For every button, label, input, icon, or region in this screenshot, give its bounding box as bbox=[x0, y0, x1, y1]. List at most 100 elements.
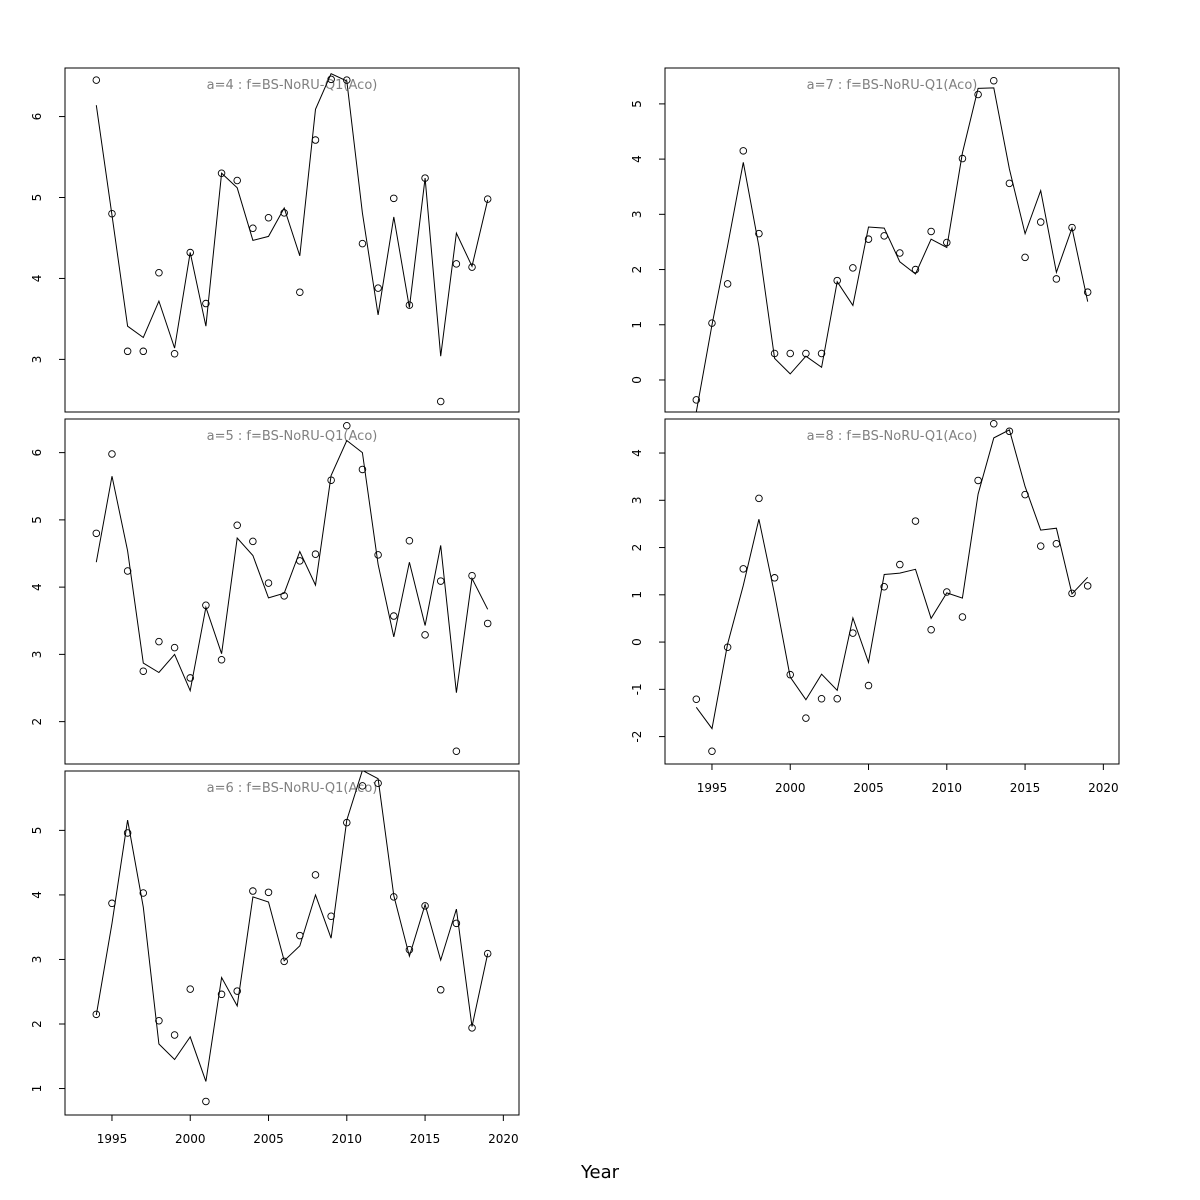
observed-point-a4 bbox=[139, 347, 148, 356]
observed-point-a8 bbox=[1021, 490, 1029, 499]
observed-point-a5 bbox=[202, 601, 210, 610]
observed-point-a7 bbox=[864, 235, 873, 243]
observed-point-a4 bbox=[233, 176, 241, 185]
observed-point-a6 bbox=[468, 1024, 476, 1032]
observed-point-a7 bbox=[739, 147, 748, 155]
observed-point-a8 bbox=[1083, 582, 1092, 590]
y-tick-label-a5: 2 bbox=[30, 718, 44, 726]
observed-point-a5 bbox=[264, 579, 273, 587]
panel-title-a6: a=6 : f=BS-NoRU-Q1(Aco) bbox=[207, 781, 378, 796]
y-tick-label-a4: 3 bbox=[30, 356, 44, 364]
y-tick-label-a8: -2 bbox=[630, 731, 644, 743]
observed-point-a4 bbox=[202, 299, 210, 308]
y-tick-label-a6: 3 bbox=[30, 956, 44, 964]
x-tick-label-a8: 2010 bbox=[932, 781, 963, 795]
observed-point-a7 bbox=[880, 232, 888, 240]
observed-point-a7 bbox=[708, 319, 716, 327]
panel-title-a7: a=7 : f=BS-NoRU-Q1(Aco) bbox=[807, 78, 978, 93]
x-tick-label-a6: 2010 bbox=[332, 1132, 363, 1146]
observed-point-a5 bbox=[217, 656, 226, 664]
observed-point-a8 bbox=[1068, 589, 1076, 598]
observed-point-a8 bbox=[849, 629, 857, 637]
y-tick-label-a6: 5 bbox=[30, 827, 44, 835]
observed-point-a8 bbox=[1005, 427, 1014, 436]
panel-data-a5 bbox=[92, 421, 492, 755]
observed-point-a6 bbox=[280, 957, 288, 966]
panel-a6: a=6 : f=BS-NoRU-Q1(Aco) 1 2 3 4 5 1995 2000 2005… bbox=[30, 770, 520, 1146]
x-tick-label-a8: 1995 bbox=[697, 781, 728, 795]
observed-point-a6 bbox=[123, 829, 132, 837]
observed-point-a7 bbox=[1068, 223, 1076, 232]
x-tick-label-a8: 2005 bbox=[853, 781, 884, 795]
y-tick-label-a5: 5 bbox=[30, 516, 44, 524]
y-tick-label-a5: 6 bbox=[30, 449, 44, 457]
observed-point-a4 bbox=[280, 209, 288, 217]
observed-point-a7 bbox=[786, 349, 794, 358]
observed-point-a6 bbox=[405, 946, 414, 954]
observed-point-a6 bbox=[202, 1097, 210, 1106]
observed-point-a8 bbox=[802, 714, 810, 722]
observed-point-a5 bbox=[280, 592, 288, 600]
y-tick-label-a7: 2 bbox=[630, 266, 644, 274]
observed-point-a7 bbox=[849, 264, 857, 272]
observed-point-a8 bbox=[817, 695, 826, 703]
observed-point-a5 bbox=[92, 529, 101, 538]
x-tick-label-a8: 2020 bbox=[1088, 781, 1119, 795]
observed-point-a4 bbox=[92, 76, 101, 84]
observed-point-a4 bbox=[311, 136, 320, 144]
panel-data-a7 bbox=[692, 76, 1092, 412]
observed-point-a7 bbox=[1036, 218, 1045, 226]
observed-point-a6 bbox=[233, 987, 241, 995]
observed-point-a6 bbox=[436, 986, 445, 994]
observed-point-a7 bbox=[927, 227, 935, 236]
panel-data-a4 bbox=[92, 73, 492, 406]
observed-point-a6 bbox=[170, 1031, 179, 1039]
x-tick-label-a6: 2005 bbox=[253, 1132, 284, 1146]
y-tick-label-a7: 5 bbox=[630, 100, 644, 108]
fitted-line-a8 bbox=[695, 429, 1089, 730]
observed-point-a7 bbox=[802, 349, 810, 358]
observed-point-a7 bbox=[896, 249, 904, 257]
observed-point-a6 bbox=[92, 1010, 101, 1019]
panel-frame-a5 bbox=[64, 418, 520, 765]
observed-point-a5 bbox=[483, 619, 492, 628]
observed-point-a5 bbox=[390, 612, 398, 620]
observed-point-a6 bbox=[296, 931, 304, 940]
observed-point-a4 bbox=[170, 349, 179, 358]
observed-point-a8 bbox=[692, 695, 701, 704]
observed-point-a7 bbox=[974, 90, 982, 99]
observed-point-a5 bbox=[155, 637, 163, 646]
panel-a5: a=5 : f=BS-NoRU-Q1(Aco) 2 3 4 5 6 bbox=[30, 418, 520, 765]
y-tick-label-a7: 3 bbox=[630, 211, 644, 219]
observed-point-a7 bbox=[943, 238, 951, 247]
observed-point-a4 bbox=[436, 397, 445, 406]
y-tick-label-a7: 4 bbox=[630, 155, 644, 163]
observed-point-a8 bbox=[833, 695, 841, 703]
y-tick-label-a6: 1 bbox=[30, 1085, 44, 1093]
observed-point-a4 bbox=[390, 194, 398, 203]
observed-point-a8 bbox=[739, 565, 748, 573]
y-tick-label-a7: 1 bbox=[630, 321, 644, 329]
observed-point-a4 bbox=[186, 248, 194, 257]
y-tick-label-a8: 3 bbox=[630, 496, 644, 504]
observed-point-a8 bbox=[755, 494, 763, 503]
observed-point-a7 bbox=[723, 280, 732, 288]
observed-point-a4 bbox=[155, 269, 163, 277]
observed-point-a5 bbox=[327, 476, 335, 484]
observed-point-a4 bbox=[249, 224, 257, 233]
observed-point-a5 bbox=[421, 631, 429, 639]
observed-point-a6 bbox=[390, 893, 398, 901]
x-tick-label-a8: 2015 bbox=[1010, 781, 1041, 795]
observed-point-a8 bbox=[896, 560, 904, 569]
panel-title-a5: a=5 : f=BS-NoRU-Q1(Aco) bbox=[207, 429, 378, 444]
panel-frame-a7 bbox=[664, 67, 1120, 413]
observed-point-a5 bbox=[170, 643, 179, 652]
y-tick-label-a8: 0 bbox=[630, 638, 644, 646]
observed-point-a4 bbox=[421, 174, 429, 182]
observed-point-a7 bbox=[817, 349, 826, 358]
observed-point-a8 bbox=[708, 747, 716, 755]
observed-point-a5 bbox=[452, 747, 461, 755]
observed-point-a6 bbox=[264, 888, 273, 897]
